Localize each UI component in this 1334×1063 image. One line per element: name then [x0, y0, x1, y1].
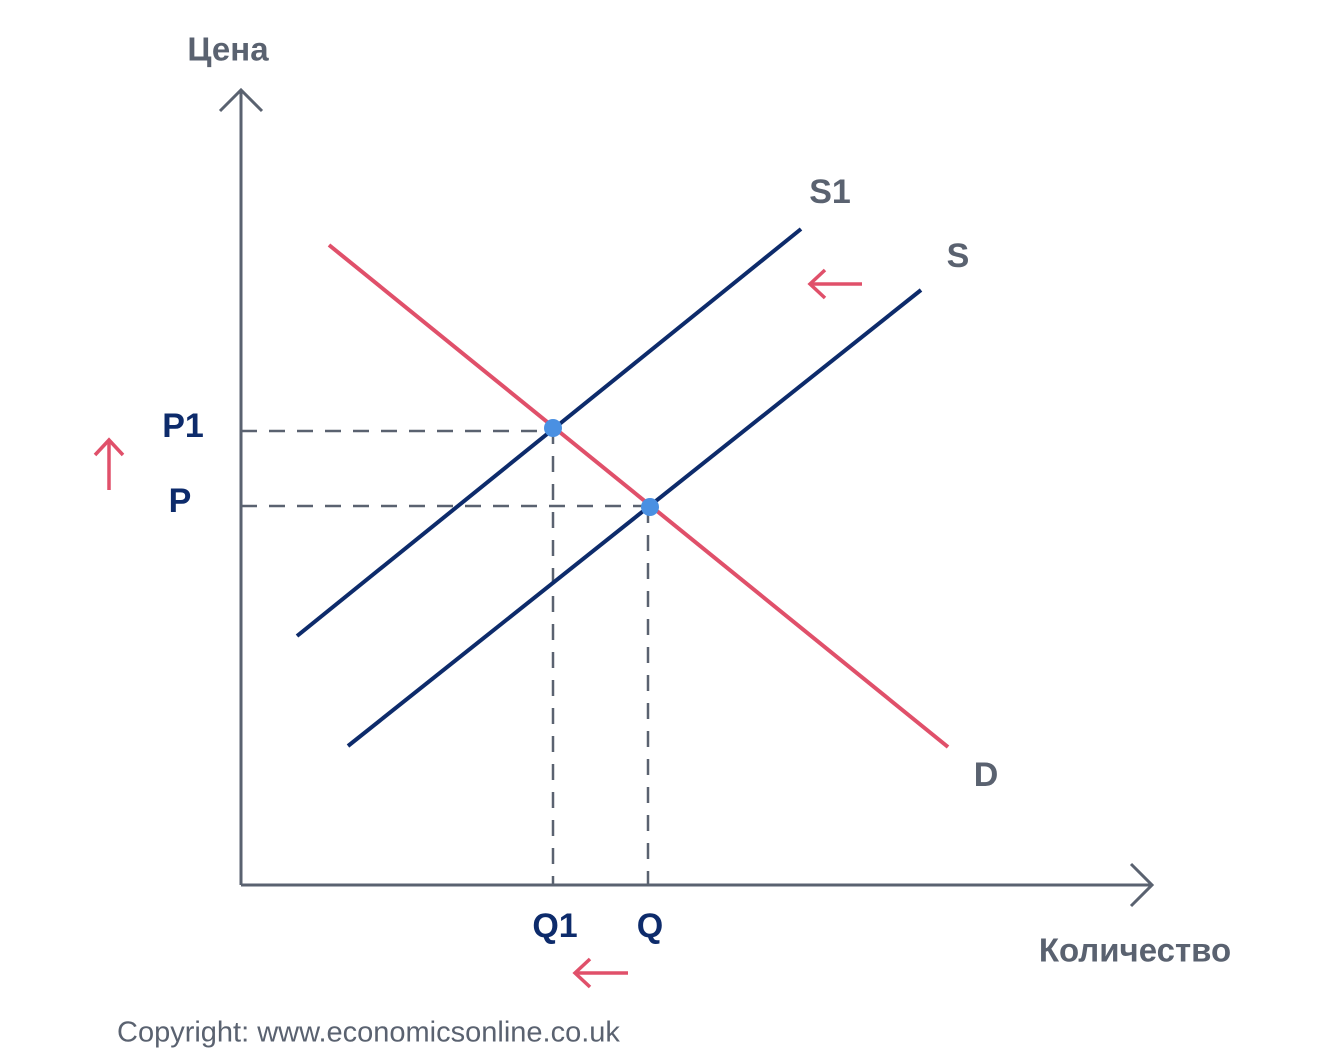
- copyright: Copyright: www.economicsonline.co.uk: [117, 1017, 620, 1049]
- guides: [241, 428, 650, 885]
- axes: [218, 87, 1155, 908]
- quantity-label: Q1: [532, 907, 577, 945]
- curve-label: S: [947, 237, 970, 275]
- y-axis-arrow: [218, 87, 264, 113]
- y-axis-title: Цена: [187, 31, 269, 68]
- price-label: P: [169, 482, 192, 520]
- curve-label: S1: [809, 173, 851, 211]
- arrow-left-head: [572, 957, 592, 989]
- equilibrium-old: [641, 498, 659, 516]
- quantity-label: Q: [637, 907, 663, 945]
- arrow-up-head: [93, 437, 125, 457]
- supply-line: [346, 288, 923, 748]
- equilibrium-new: [544, 419, 562, 437]
- demand-line: [327, 243, 950, 749]
- x-axis-title: Количество: [1039, 932, 1231, 969]
- x-axis-arrow: [1129, 862, 1155, 908]
- arrow-left-head: [807, 268, 827, 300]
- price-label: P1: [162, 407, 204, 445]
- curve-label: D: [974, 756, 999, 794]
- shift-arrows: [93, 268, 862, 989]
